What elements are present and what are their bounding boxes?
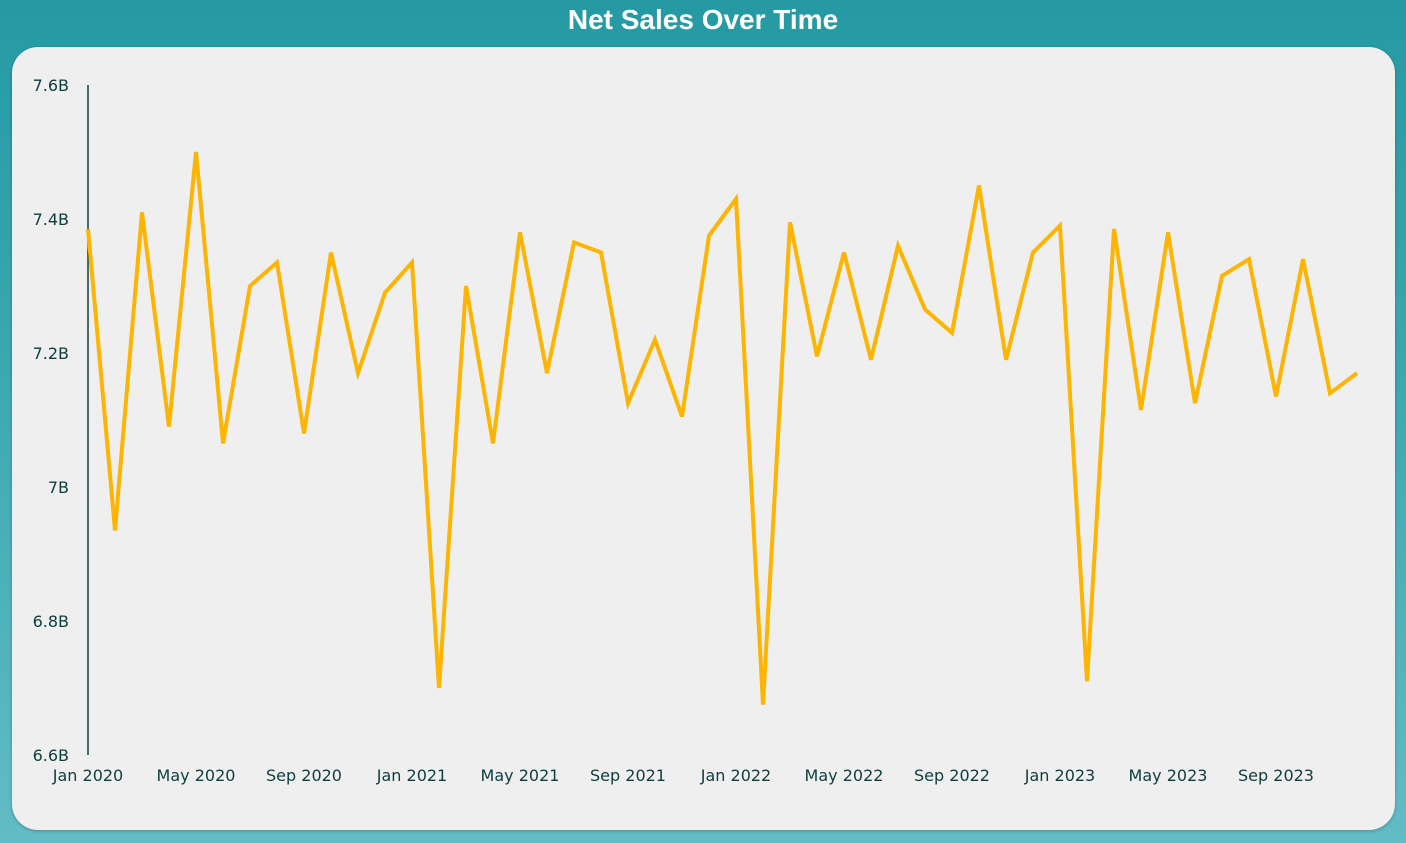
data-point[interactable]: Aug 2022: 7.265B: [922, 306, 928, 312]
data-point[interactable]: Sep 2021: 7.125B: [625, 400, 631, 406]
data-point[interactable]: Jul 2021: 7.365B: [571, 239, 577, 245]
y-tick-label: 6.8B: [33, 612, 69, 631]
data-point[interactable]: May 2022: 7.35B: [841, 250, 847, 256]
data-point[interactable]: Apr 2020: 7.09B: [166, 424, 172, 430]
data-point[interactable]: Mar 2021: 7.3B: [463, 283, 469, 289]
data-point[interactable]: Feb 2020: 6.935B: [112, 528, 118, 534]
x-tick-label: Sep 2023: [1238, 766, 1314, 785]
data-point[interactable]: Nov 2020: 7.17B: [355, 370, 361, 376]
data-point[interactable]: Mar 2023: 7.385B: [1111, 226, 1117, 232]
data-point[interactable]: May 2021: 7.38B: [517, 229, 523, 235]
x-tick-label: Jan 2021: [376, 766, 447, 785]
data-point[interactable]: Sep 2023: 7.135B: [1273, 394, 1279, 400]
x-tick-label: Jan 2022: [700, 766, 771, 785]
data-point[interactable]: Nov 2021: 7.105B: [679, 414, 685, 420]
data-point[interactable]: Oct 2021: 7.22B: [652, 337, 658, 343]
data-point[interactable]: Aug 2023: 7.34B: [1246, 256, 1252, 262]
x-tick-label: Sep 2021: [590, 766, 666, 785]
data-point[interactable]: Jul 2020: 7.3B: [247, 283, 253, 289]
data-point[interactable]: Jan 2021: 7.335B: [409, 260, 415, 266]
data-point[interactable]: Apr 2023: 7.115B: [1138, 407, 1144, 413]
chart-card: [12, 47, 1395, 830]
x-tick-label: May 2020: [157, 766, 236, 785]
data-point[interactable]: Jun 2021: 7.17B: [544, 370, 550, 376]
data-point[interactable]: Aug 2020: 7.335B: [274, 260, 280, 266]
data-point[interactable]: Oct 2020: 7.35B: [328, 250, 334, 256]
x-tick-label: May 2023: [1129, 766, 1208, 785]
data-points: Jan 2020: 7.385B Feb 2020: 6.935B Mar 2020…: [85, 149, 1360, 708]
y-axis-ticks: 6.6B 6.8B 7B 7.2B 7.4B 7.6B: [33, 76, 69, 765]
data-point[interactable]: Feb 2022: 6.675B: [760, 702, 766, 708]
data-point[interactable]: Dec 2021: 7.375B: [706, 233, 712, 239]
data-point[interactable]: Sep 2020: 7.08B: [301, 430, 307, 436]
data-point[interactable]: Dec 2022: 7.35B: [1030, 250, 1036, 256]
y-tick-label: 7B: [48, 478, 69, 497]
data-point[interactable]: Jan 2023: 7.39B: [1057, 223, 1063, 229]
data-point[interactable]: Dec 2020: 7.29B: [382, 290, 388, 296]
data-point[interactable]: Aug 2021: 7.35B: [598, 250, 604, 256]
y-tick-label: 7.6B: [33, 76, 69, 95]
data-point[interactable]: Jun 2020: 7.065B: [220, 440, 226, 446]
data-point[interactable]: Jul 2023: 7.315B: [1219, 273, 1225, 279]
data-point[interactable]: Dec 2023: 7.17B: [1354, 370, 1360, 376]
data-point[interactable]: May 2020: 7.5B: [193, 149, 199, 155]
x-tick-label: May 2022: [805, 766, 884, 785]
data-point[interactable]: Oct 2023: 7.34B: [1300, 256, 1306, 262]
x-tick-label: Sep 2022: [914, 766, 990, 785]
data-point[interactable]: Apr 2021: 7.065B: [490, 440, 496, 446]
data-point[interactable]: Sep 2022: 7.23B: [949, 330, 955, 336]
y-tick-label: 7.2B: [33, 344, 69, 363]
data-point[interactable]: Feb 2021: 6.7B: [436, 685, 442, 691]
data-point[interactable]: May 2023: 7.38B: [1165, 229, 1171, 235]
x-tick-label: Jan 2023: [1024, 766, 1095, 785]
y-tick-label: 6.6B: [33, 746, 69, 765]
data-point[interactable]: Feb 2023: 6.71B: [1084, 678, 1090, 684]
data-point[interactable]: Nov 2022: 7.19B: [1003, 357, 1009, 363]
chart-title: Net Sales Over Time: [567, 4, 839, 35]
data-point[interactable]: Jan 2020: 7.385B: [85, 226, 91, 232]
data-point[interactable]: Mar 2022: 7.395B: [787, 219, 793, 225]
data-point[interactable]: Oct 2022: 7.45B: [976, 183, 982, 189]
net-sales-series-line: [86, 151, 1359, 705]
data-point[interactable]: Nov 2023: 7.14B: [1327, 390, 1333, 396]
y-tick-label: 7.4B: [33, 210, 69, 229]
data-point[interactable]: Apr 2022: 7.195B: [814, 353, 820, 359]
data-point[interactable]: Jun 2022: 7.19B: [868, 357, 874, 363]
data-point[interactable]: Jan 2022: 7.43B: [733, 196, 739, 202]
x-tick-label: Jan 2020: [52, 766, 123, 785]
x-axis-ticks: Jan 2020 May 2020 Sep 2020 Jan 2021 May 2021…: [52, 766, 1314, 785]
x-tick-label: May 2021: [481, 766, 560, 785]
data-point[interactable]: Jun 2023: 7.125B: [1192, 400, 1198, 406]
x-tick-label: Sep 2020: [266, 766, 342, 785]
data-point[interactable]: Jul 2022: 7.36B: [895, 243, 901, 249]
data-point[interactable]: Mar 2020: 7.41B: [139, 209, 145, 215]
